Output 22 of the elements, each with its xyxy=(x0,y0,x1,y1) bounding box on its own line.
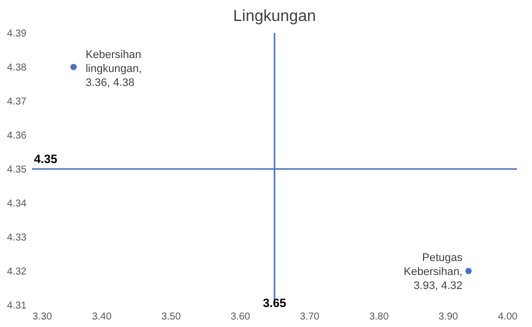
y-tick-label: 4.31 xyxy=(7,300,27,312)
y-tick-label: 4.35 xyxy=(7,164,27,176)
y-tick-label: 4.34 xyxy=(7,198,27,210)
data-label: Kebersihan lingkungan, 3.36, 4.38 xyxy=(86,49,142,89)
x-tick-label: 3.30 xyxy=(32,312,52,322)
chart-title: Lingkungan xyxy=(233,8,316,25)
x-tick-label: 3.60 xyxy=(230,312,251,322)
data-label: Petugas Kebersihan, 3.93, 4.32 xyxy=(404,252,463,292)
x-tick-label: 3.50 xyxy=(161,312,182,322)
y-tick-label: 4.37 xyxy=(7,96,27,108)
x-tick-label: 3.70 xyxy=(300,312,320,322)
x-tick-label: 3.40 xyxy=(92,312,112,322)
y-tick-label: 4.39 xyxy=(7,28,27,40)
x-tick-label: 4.00 xyxy=(498,312,518,322)
y-tick-label: 4.32 xyxy=(7,266,27,278)
y-tick-label: 4.38 xyxy=(7,62,27,74)
y-tick-label: 4.36 xyxy=(7,130,27,142)
ref-line-label: 3.65 xyxy=(262,296,286,310)
y-tick-label: 4.33 xyxy=(7,232,27,244)
x-tick-label: 3.90 xyxy=(438,312,458,322)
ref-line-label: 4.35 xyxy=(34,152,58,166)
x-tick-label: 3.80 xyxy=(369,312,390,322)
